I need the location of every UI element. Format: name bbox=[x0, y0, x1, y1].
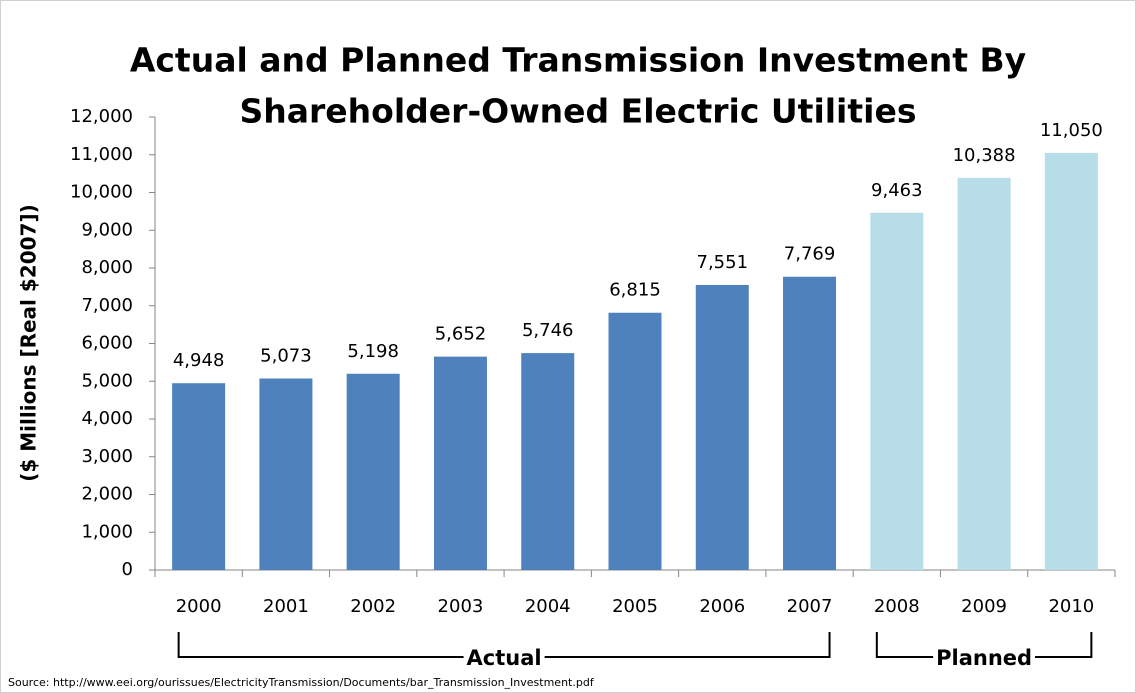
x-tick-label: 2005 bbox=[612, 596, 658, 617]
y-tick-label: 7,000 bbox=[81, 295, 133, 316]
value-label: 5,746 bbox=[522, 320, 574, 341]
value-label: 5,652 bbox=[435, 324, 487, 345]
bar bbox=[433, 356, 487, 570]
y-tick-label: 0 bbox=[122, 559, 133, 580]
bar bbox=[521, 353, 575, 570]
x-tick-label: 2001 bbox=[263, 596, 309, 617]
chart-title: Actual and Planned Transmission Investme… bbox=[130, 41, 1026, 80]
x-tick-label: 2004 bbox=[525, 596, 571, 617]
bar bbox=[783, 276, 837, 570]
chart-title: Shareholder-Owned Electric Utilities bbox=[240, 92, 917, 131]
bar bbox=[695, 284, 749, 570]
y-tick-label: 8,000 bbox=[81, 257, 133, 278]
y-tick-label: 6,000 bbox=[81, 333, 133, 354]
x-tick-label: 2009 bbox=[961, 596, 1007, 617]
value-label: 9,463 bbox=[871, 180, 923, 201]
bar bbox=[608, 312, 662, 570]
bar bbox=[259, 378, 313, 570]
bar bbox=[1044, 152, 1098, 571]
x-tick-label: 2008 bbox=[874, 596, 920, 617]
y-tick-label: 5,000 bbox=[81, 370, 133, 391]
bar bbox=[870, 212, 924, 571]
value-label: 11,050 bbox=[1040, 120, 1103, 141]
y-axis-label: ($ Millions [Real $2007]) bbox=[17, 204, 41, 481]
y-tick-label: 1,000 bbox=[81, 521, 133, 542]
group-label-bg bbox=[463, 653, 545, 661]
bar bbox=[172, 383, 226, 570]
bar bbox=[346, 373, 400, 570]
group-label: Actual bbox=[467, 646, 542, 670]
value-label: 4,948 bbox=[173, 350, 225, 371]
x-tick-label: 2003 bbox=[438, 596, 484, 617]
value-label: 10,388 bbox=[953, 145, 1016, 166]
y-tick-label: 3,000 bbox=[81, 446, 133, 467]
value-label: 5,073 bbox=[260, 345, 312, 366]
value-label: 7,551 bbox=[697, 252, 749, 273]
y-tick-label: 9,000 bbox=[81, 219, 133, 240]
group-label-bg bbox=[933, 653, 1036, 661]
x-tick-label: 2002 bbox=[350, 596, 396, 617]
x-tick-label: 2000 bbox=[176, 596, 222, 617]
group-label: Planned bbox=[936, 646, 1032, 670]
x-tick-label: 2007 bbox=[787, 596, 833, 617]
y-tick-label: 12,000 bbox=[70, 106, 133, 127]
source: Source: http://www.eei.org/ourissues/Ele… bbox=[8, 676, 595, 689]
y-tick-label: 11,000 bbox=[70, 144, 133, 165]
y-tick-label: 2,000 bbox=[81, 484, 133, 505]
bar bbox=[957, 177, 1011, 570]
x-tick-label: 2010 bbox=[1048, 596, 1094, 617]
x-tick-label: 2006 bbox=[699, 596, 745, 617]
value-label: 7,769 bbox=[784, 244, 836, 265]
value-label: 6,815 bbox=[609, 280, 661, 301]
value-label: 5,198 bbox=[347, 341, 399, 362]
y-tick-label: 10,000 bbox=[70, 182, 133, 203]
y-tick-label: 4,000 bbox=[81, 408, 133, 429]
